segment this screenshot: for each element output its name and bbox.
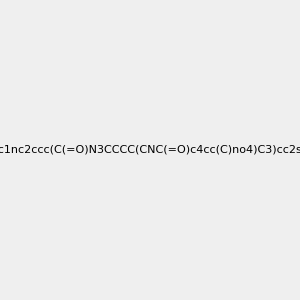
Text: Cc1nc2ccc(C(=O)N3CCCC(CNC(=O)c4cc(C)no4)C3)cc2s1: Cc1nc2ccc(C(=O)N3CCCC(CNC(=O)c4cc(C)no4)… (0, 145, 300, 155)
